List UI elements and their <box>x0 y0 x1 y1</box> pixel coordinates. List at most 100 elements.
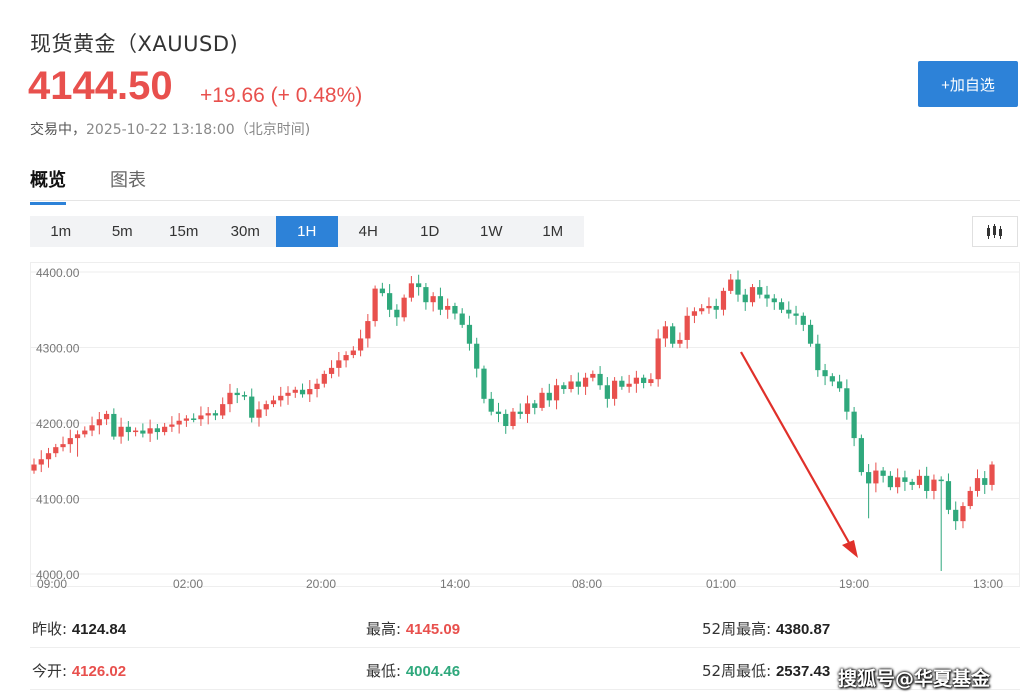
candle-body <box>205 413 211 416</box>
period-30m[interactable]: 30m <box>230 223 260 240</box>
candle-body <box>82 430 88 435</box>
candle-body <box>546 392 552 401</box>
candle-body <box>510 411 516 427</box>
candle-body <box>212 413 219 416</box>
candle-body <box>466 324 473 344</box>
stats-row: 今开: 4126.02 最低: 4004.46 52周最低: 2537.43 <box>30 648 1020 690</box>
candle-body <box>851 411 857 439</box>
candle-body <box>829 376 835 382</box>
annotation-arrow-shaft <box>740 351 853 549</box>
period-1d[interactable]: 1D <box>420 223 440 240</box>
candle-body <box>372 288 378 322</box>
candle-body <box>771 298 777 303</box>
candle-body <box>691 311 698 316</box>
candle-body <box>343 355 349 361</box>
candle-body <box>437 296 444 310</box>
candle-body <box>263 404 269 410</box>
stat-value: 2537.43 <box>775 663 831 680</box>
candle-body <box>234 392 240 396</box>
candle-body <box>60 444 66 448</box>
candle-body <box>445 305 451 310</box>
candle-body <box>873 470 879 484</box>
candle-body <box>31 464 37 471</box>
candle-body <box>757 287 763 295</box>
candle-body <box>350 350 356 356</box>
y-tick-label: 4400.00 <box>36 266 80 280</box>
candle-body <box>931 479 937 491</box>
candle-body <box>800 315 806 325</box>
add-watchlist-button[interactable]: +加自选 <box>918 61 1018 107</box>
candle-body <box>953 509 959 522</box>
candlestick-icon <box>987 223 1002 239</box>
candle-body <box>147 428 153 434</box>
stats-row: 昨收: 4124.84 最高: 4145.09 52周最高: 4380.87 <box>30 606 1020 648</box>
candle-body <box>895 477 901 488</box>
candle-body <box>836 381 843 389</box>
candle-body <box>183 418 190 421</box>
candle-body <box>604 385 610 399</box>
candle-body <box>880 470 886 476</box>
period-5m[interactable]: 5m <box>111 223 133 240</box>
candle-body <box>764 294 770 299</box>
chart-type-button[interactable] <box>972 216 1018 247</box>
candle-body <box>967 490 973 507</box>
candle-body <box>270 400 277 405</box>
main-tabs: 概览 图表 <box>30 166 146 205</box>
stat-value: 4380.87 <box>775 621 831 638</box>
period-15m[interactable]: 15m <box>169 223 199 240</box>
tab-overview[interactable]: 概览 <box>30 166 66 205</box>
candle-body <box>749 287 756 303</box>
period-1w[interactable]: 1W <box>480 223 503 240</box>
x-tick-label: 19:00 <box>839 577 869 591</box>
candle-body <box>474 343 480 369</box>
stat-high52: 52周最高: 4380.87 <box>702 618 830 639</box>
stat-value: 4004.46 <box>405 663 461 680</box>
status-label: 交易中， <box>30 122 86 138</box>
price-chart[interactable]: 4400.00 4300.00 4200.00 4100.00 4000.00 09:00… <box>30 262 1020 600</box>
y-tick-label: 4200.00 <box>36 417 80 431</box>
candle-body <box>365 321 371 339</box>
candle-body <box>641 377 647 383</box>
candle-body <box>495 411 502 414</box>
candle-body <box>742 294 748 303</box>
candle-body <box>626 383 632 387</box>
candle-body <box>699 308 705 312</box>
period-1m[interactable]: 1m <box>50 223 72 240</box>
x-tick-label: 09:00 <box>37 577 67 591</box>
candle-body <box>379 288 385 294</box>
candle-body <box>916 475 923 485</box>
page-title: 现货黄金（XAUUSD) <box>30 32 239 56</box>
candle-body <box>140 430 146 434</box>
period-1mo[interactable]: 1M <box>542 223 564 240</box>
candlestick-chart: 4400.00 4300.00 4200.00 4100.00 4000.0009:00… <box>30 262 1020 591</box>
candle-body <box>154 428 160 433</box>
candle-body <box>575 381 581 387</box>
candle-body <box>452 305 458 314</box>
period-4h[interactable]: 4H <box>358 223 378 240</box>
x-tick-label: 20:00 <box>306 577 336 591</box>
candle-body <box>162 426 168 433</box>
candle-body <box>822 370 828 377</box>
candle-body <box>517 411 523 414</box>
candle-body <box>416 283 422 288</box>
stat-open: 今开: 4126.02 <box>32 660 126 681</box>
candle-body <box>858 438 864 473</box>
candle-body <box>524 403 531 414</box>
candle-body <box>539 392 545 408</box>
tab-chart[interactable]: 图表 <box>110 170 146 191</box>
candle-body <box>387 293 393 310</box>
candle-body <box>38 459 44 465</box>
candle-body <box>336 360 342 368</box>
candle-body <box>45 453 52 460</box>
candle-body <box>713 305 719 310</box>
candle-body <box>720 290 727 310</box>
stat-label: 最低: <box>366 662 402 680</box>
candle-body <box>67 438 73 445</box>
candle-body <box>633 377 639 384</box>
period-1h[interactable]: 1H <box>276 216 338 247</box>
candle-body <box>662 326 669 339</box>
candle-body <box>786 309 792 314</box>
candle-body <box>670 326 676 344</box>
candle-body <box>655 338 661 380</box>
candle-body <box>807 324 814 344</box>
